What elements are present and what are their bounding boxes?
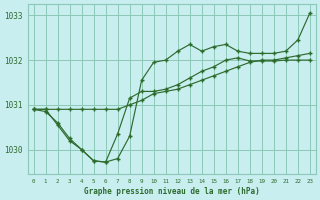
X-axis label: Graphe pression niveau de la mer (hPa): Graphe pression niveau de la mer (hPa): [84, 187, 260, 196]
